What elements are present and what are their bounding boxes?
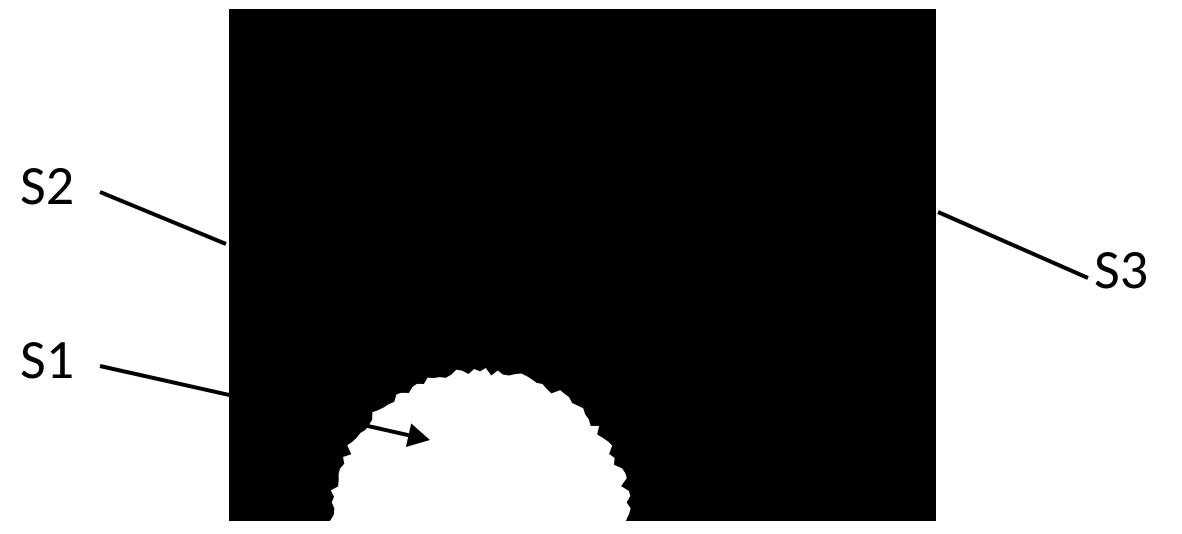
label-s2: S2 <box>20 152 74 220</box>
leader-s3 <box>938 212 1088 278</box>
arrowhead-s1 <box>406 423 430 447</box>
label-s3: S3 <box>1094 236 1148 304</box>
label-s1: S1 <box>20 326 74 394</box>
leader-s2 <box>100 192 226 244</box>
figure-svg <box>0 0 1182 534</box>
figure-stage: S2 S1 S3 <box>0 0 1182 534</box>
main-shape <box>230 10 935 520</box>
